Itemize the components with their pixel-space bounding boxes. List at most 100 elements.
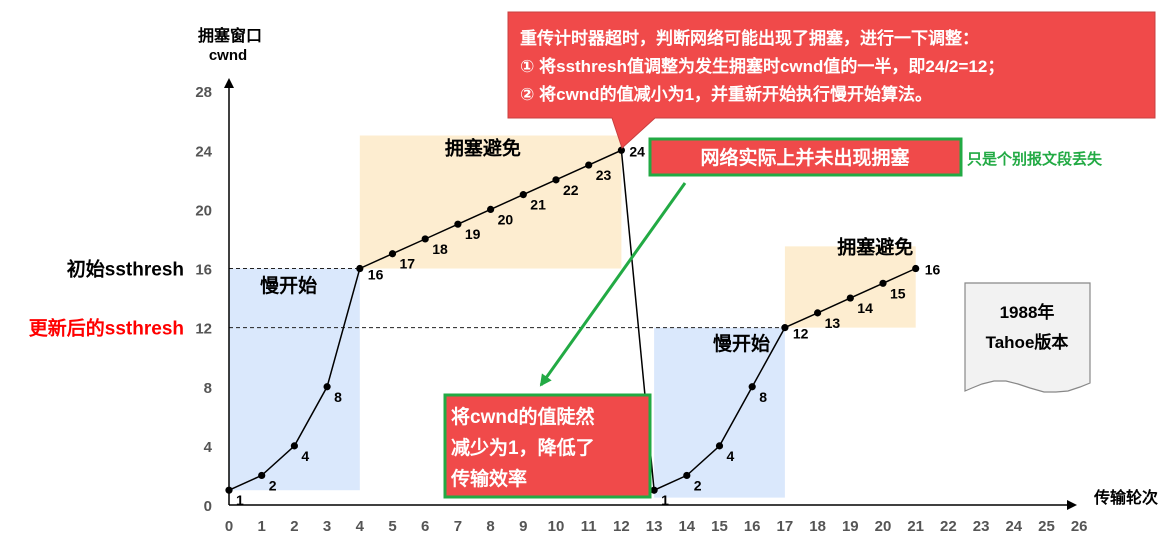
timeout-callout-line3: ② 将cwnd的值减小为1，并重新开始执行慢开始算法。: [520, 84, 932, 104]
cwnd-point: [388, 250, 397, 258]
x-tick-label: 26: [1071, 518, 1088, 535]
x-axis-title: 传输轮次: [1093, 488, 1158, 507]
y-axis-title: 拥塞窗口: [198, 26, 262, 45]
y-axis-subtitle: cwnd: [209, 47, 247, 64]
cwnd-point-label: 8: [334, 389, 342, 405]
x-tick-label: 1: [258, 518, 266, 535]
x-tick-label: 17: [777, 518, 794, 535]
y-tick-label: 12: [195, 321, 212, 338]
y-tick-label: 0: [204, 498, 212, 515]
drop-explanation-box: [443, 393, 652, 499]
cwnd-point: [552, 176, 560, 184]
cwnd-point: [748, 383, 756, 391]
region-label-1: 拥塞避免: [445, 137, 521, 160]
cwnd-point-label: 12: [793, 326, 809, 342]
timeout-callout-box: [507, 11, 1156, 149]
region-label-3: 拥塞避免: [837, 236, 913, 259]
cwnd-point: [650, 486, 658, 494]
cwnd-point: [585, 161, 593, 169]
cwnd-point: [781, 324, 789, 332]
cwnd-point: [356, 264, 364, 273]
cwnd-point: [846, 294, 854, 302]
y-tick-label: 8: [204, 380, 212, 397]
cwnd-point-label: 21: [530, 197, 546, 213]
cwnd-line: [228, 149, 917, 492]
cwnd-point: [323, 383, 331, 391]
cwnd-point-label: 20: [498, 211, 514, 227]
x-tick-label: 16: [744, 518, 761, 535]
cwnd-point-label: 4: [727, 448, 735, 464]
x-tick-label: 20: [875, 518, 892, 535]
y-tick-label: 20: [195, 202, 212, 219]
cwnd-point: [258, 471, 266, 480]
cwnd-point-label: 15: [890, 285, 906, 301]
x-tick-label: 7: [454, 518, 462, 535]
timeout-callout-line1: 重传计时器超时，判断网络可能出现了拥塞，进行一下调整：: [520, 28, 979, 48]
cwnd-point: [421, 235, 429, 243]
cwnd-point: [290, 442, 298, 450]
cwnd-point: [683, 471, 691, 480]
x-tick-label: 12: [613, 518, 630, 535]
y-tick-label: 16: [195, 262, 212, 279]
x-tick-label: 21: [907, 518, 924, 535]
region-1: [359, 135, 622, 269]
y-tick-label: 4: [204, 439, 213, 456]
cwnd-point-label: 1: [236, 492, 244, 508]
x-tick-label: 24: [1005, 518, 1022, 535]
cwnd-point-label: 16: [925, 262, 941, 278]
x-tick-label: 9: [519, 518, 527, 535]
cwnd-point: [912, 264, 920, 273]
only-lost-text: 只是个别报文段丢失: [967, 150, 1103, 168]
x-tick-label: 4: [356, 518, 365, 535]
cwnd-point: [487, 205, 495, 213]
cwnd-point-label: 2: [694, 477, 702, 493]
cwnd-point-label: 18: [432, 241, 448, 257]
cwnd-point: [454, 220, 462, 228]
cwnd-point-label: 22: [563, 182, 579, 198]
cwnd-point: [617, 146, 626, 154]
axis-ticks: 0 1 2 3 4 5 6 7 8 9 10 11 12 13 14 15 16 17 18 19 20 21 22 23 24…: [195, 84, 1087, 535]
x-tick-label: 6: [421, 518, 429, 535]
cwnd-point-label: 24: [629, 143, 645, 159]
cwnd-point-label: 8: [759, 389, 767, 405]
x-tick-label: 25: [1038, 518, 1055, 535]
x-tick-label: 11: [581, 518, 597, 535]
drop-explanation-line3: 传输效率: [450, 467, 527, 490]
y-tick-label: 28: [195, 84, 212, 101]
y-tick-label: 24: [195, 143, 212, 160]
version-year: 1988年: [1000, 302, 1055, 322]
x-tick-label: 14: [678, 518, 695, 535]
cwnd-point-label: 4: [301, 448, 309, 464]
region-label-0: 慢开始: [260, 274, 317, 297]
cwnd-point-label: 2: [269, 477, 277, 493]
drop-explanation-line1: 将cwnd的值陡然: [451, 405, 595, 428]
x-tick-label: 18: [809, 518, 826, 535]
cwnd-point-label: 16: [368, 267, 384, 283]
region-0: [229, 268, 360, 491]
cwnd-point-label: 14: [857, 300, 873, 316]
x-tick-label: 13: [646, 518, 663, 535]
green-pointer-arrow: [539, 182, 687, 387]
x-tick-label: 23: [973, 518, 990, 535]
not-congested-text: 网络实际上并未出现拥塞: [700, 146, 910, 169]
x-tick-label: 10: [548, 518, 565, 535]
x-tick-label: 19: [842, 518, 859, 535]
cwnd-point: [814, 309, 822, 317]
cwnd-point: [225, 486, 233, 494]
drop-explanation-line2: 减少为1，降低了: [451, 436, 595, 459]
cwnd-point-label: 1: [661, 492, 669, 508]
not-congested-box: [648, 137, 963, 177]
cwnd-point: [879, 279, 887, 287]
cwnd-point-label: 19: [465, 226, 481, 242]
threshold-label-0: 初始ssthresh: [67, 258, 184, 281]
timeout-callout-line2: ① 将ssthresh值调整为发生拥塞时cwnd值的一半，即24/2=12；: [520, 56, 1004, 76]
region-2: [654, 327, 785, 498]
cwnd-point-label: 17: [400, 256, 416, 272]
x-tick-label: 0: [225, 518, 233, 535]
version-name: Tahoe版本: [986, 332, 1069, 352]
x-tick-label: 15: [711, 518, 728, 535]
x-tick-label: 3: [323, 518, 331, 535]
cwnd-point-label: 23: [596, 167, 612, 183]
